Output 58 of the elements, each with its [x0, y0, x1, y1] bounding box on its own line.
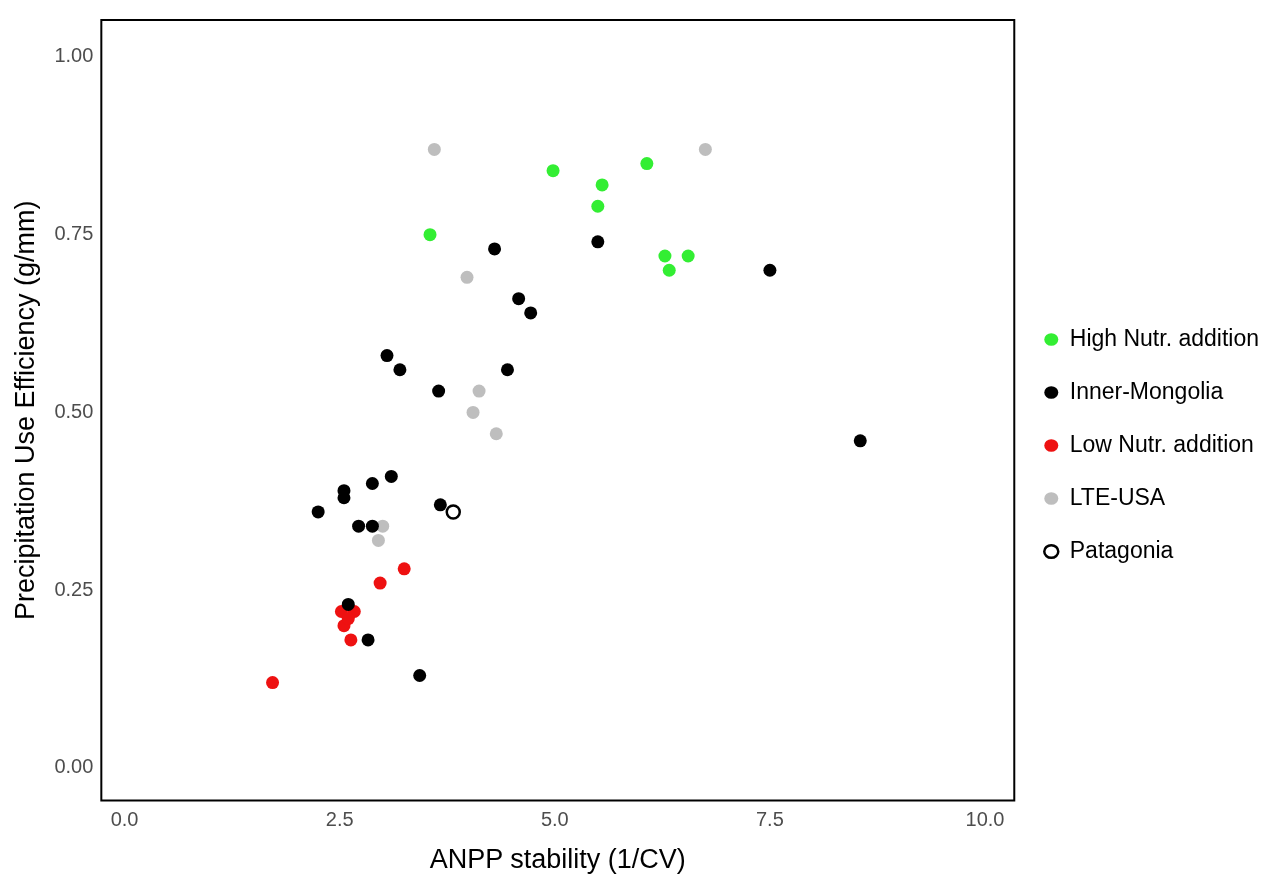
point [853, 434, 867, 448]
point [423, 228, 437, 242]
point [466, 405, 480, 419]
point [337, 491, 351, 505]
point [698, 142, 712, 156]
point [763, 263, 777, 277]
point [500, 363, 514, 377]
legend-label: LTE-USA [1069, 483, 1166, 510]
x-axis-title: ANPP stability (1/CV) [429, 844, 686, 875]
point [546, 164, 560, 178]
point [640, 157, 654, 171]
point [488, 242, 502, 256]
point [365, 477, 379, 491]
point [595, 178, 609, 192]
legend-label: Patagonia [1069, 536, 1174, 563]
point [361, 633, 375, 647]
y-tick-label: 0.25 [54, 577, 94, 600]
point [373, 576, 387, 590]
x-tick-label: 2.5 [325, 808, 354, 831]
legend-label: Inner-Mongolia [1069, 377, 1224, 404]
point [352, 519, 366, 533]
point [397, 562, 411, 576]
point [432, 384, 446, 398]
point [266, 676, 280, 690]
point [427, 142, 441, 156]
point [524, 306, 538, 320]
legend-label: High Nutr. addition [1069, 324, 1260, 351]
point [433, 498, 447, 512]
point [512, 292, 526, 306]
point [393, 363, 407, 377]
x-tick-label: 0.0 [110, 808, 139, 831]
point [445, 504, 462, 520]
y-axis-title: Precipitation Use Efficiency (g/mm) [9, 200, 40, 621]
point [460, 270, 474, 284]
point [413, 668, 427, 682]
x-tick-label: 10.0 [965, 808, 1005, 831]
y-tick-label: 1.00 [54, 44, 94, 67]
y-tick-label: 0.50 [54, 399, 94, 422]
point [662, 263, 676, 277]
point [341, 597, 355, 611]
point [371, 533, 385, 547]
point [365, 519, 379, 533]
point [341, 612, 355, 626]
point [658, 249, 672, 263]
point [591, 235, 605, 249]
point [472, 384, 486, 398]
point [311, 505, 325, 519]
x-tick-label: 7.5 [756, 808, 784, 831]
point [489, 427, 503, 441]
legend-label: Low Nutr. addition [1069, 430, 1254, 457]
point [681, 249, 695, 263]
point [344, 633, 358, 647]
point [384, 469, 398, 483]
point [591, 199, 605, 213]
x-tick-label: 5.0 [540, 808, 569, 831]
y-tick-label: 0.75 [54, 222, 94, 245]
y-tick-label: 0.00 [54, 755, 94, 778]
point [380, 349, 394, 363]
